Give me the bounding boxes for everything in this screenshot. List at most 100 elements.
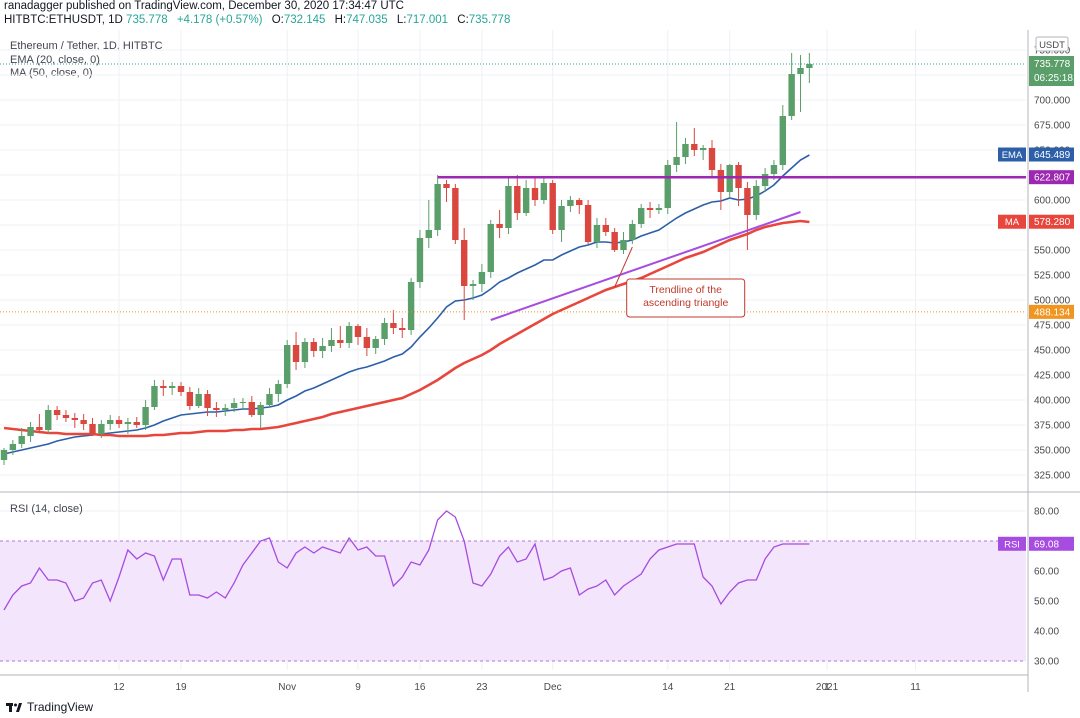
time-tick-label: 12 xyxy=(113,682,125,693)
time-tick-label: 11 xyxy=(910,682,921,693)
candle-body xyxy=(36,427,43,430)
candle-body xyxy=(27,427,34,436)
open-value: 732.145 xyxy=(283,14,326,26)
resistance-label-box xyxy=(1029,170,1074,185)
time-tick-label: 16 xyxy=(414,682,426,693)
tradingview-logo-icon xyxy=(6,703,22,712)
candle-body xyxy=(505,186,512,228)
last-price-box xyxy=(1029,56,1074,86)
candle-body xyxy=(142,407,149,425)
price-tick-label: 500.000 xyxy=(1034,296,1071,307)
candle-body xyxy=(584,205,592,242)
candle-body xyxy=(257,405,264,415)
footer-brand: TradingView xyxy=(27,700,94,714)
time-tick-label: 14 xyxy=(662,682,674,693)
ema-label-tag-text: EMA xyxy=(1002,150,1023,161)
price-tick-label: 400.000 xyxy=(1034,396,1071,407)
axes: 325.000 350.000 375.000 400.000 425.000 450.0… xyxy=(113,36,1074,693)
candle-body xyxy=(177,386,185,392)
low-value: 717.001 xyxy=(406,14,449,26)
candle-body xyxy=(328,340,335,346)
candle-body xyxy=(222,408,229,410)
candle-body xyxy=(461,240,468,286)
candle-body xyxy=(390,323,397,328)
time-tick-label: 19 xyxy=(175,682,187,693)
legend-ema: EMA (20, close, 0) xyxy=(10,53,100,66)
ema-label-box xyxy=(1029,147,1074,162)
candle-body xyxy=(213,408,220,410)
ma-label-box xyxy=(1029,214,1074,229)
time-tick-label: 21 xyxy=(724,682,736,693)
candle-body xyxy=(107,420,114,424)
time-tick-label: Nov xyxy=(278,682,296,693)
candle-body xyxy=(761,174,769,186)
countdown-text: 06:25:18 xyxy=(1034,73,1073,84)
candle-body xyxy=(275,384,282,394)
candle-body xyxy=(239,402,247,403)
price-tick-label: 425.000 xyxy=(1034,371,1071,382)
candle-body xyxy=(602,225,609,232)
candle-body xyxy=(230,403,238,408)
time-tick-label: 9 xyxy=(355,682,361,693)
candle-body xyxy=(664,165,671,208)
candle-body xyxy=(345,326,353,343)
candle-body xyxy=(284,345,291,384)
candles xyxy=(0,53,813,465)
symbol-label: HITBTC:ETHUSDT, 1D xyxy=(4,14,123,26)
candle-body xyxy=(717,170,725,192)
candle-body xyxy=(18,436,25,444)
rsi-tick-label: 80.00 xyxy=(1034,507,1059,518)
candle-body xyxy=(372,339,379,348)
rsi-label-text: 69.08 xyxy=(1034,539,1059,550)
candle-body xyxy=(806,64,813,68)
price-tick-label: 450.000 xyxy=(1034,346,1071,357)
candle-body xyxy=(337,340,344,343)
rsi-label-tag xyxy=(998,536,1026,551)
resistance-label-text: 622.807 xyxy=(1034,173,1071,184)
candle-body xyxy=(204,394,211,408)
last-value: 735.778 xyxy=(126,14,168,26)
candle-body xyxy=(691,144,698,150)
ma-label-tag-text: MA xyxy=(1005,217,1020,228)
price-tick-label: 550.000 xyxy=(1034,246,1071,257)
candle-body xyxy=(98,424,105,434)
candle-body xyxy=(80,420,87,424)
candle-body xyxy=(744,188,751,215)
time-tick-label: 1 xyxy=(824,682,830,693)
annotation-text: Trendline of the xyxy=(649,284,722,296)
candle-body xyxy=(576,200,583,205)
candle-body xyxy=(682,144,689,157)
candle-body xyxy=(779,116,786,165)
candle-body xyxy=(558,206,565,230)
price-tick-label: 350.000 xyxy=(1034,446,1071,457)
unit-label: USDT xyxy=(1039,40,1065,51)
candle-body xyxy=(248,402,255,415)
legend-title: Ethereum / Tether, 1D, HITBTC xyxy=(10,40,163,52)
rsi-line xyxy=(3,510,810,611)
candle-body xyxy=(469,284,477,286)
ascending-trendline xyxy=(490,211,801,321)
low-label: L: xyxy=(396,14,407,26)
annotation-box xyxy=(626,278,746,318)
candle-body xyxy=(567,200,574,206)
price-tick-label: 475.000 xyxy=(1034,321,1071,332)
support-label-text: 488.134 xyxy=(1034,307,1071,318)
candle-body xyxy=(89,424,96,434)
price-tick-label: 525.000 xyxy=(1034,271,1071,282)
candle-body xyxy=(611,232,618,250)
candle-body xyxy=(673,157,680,165)
candle-body xyxy=(593,225,601,242)
candle-body xyxy=(186,392,194,406)
candle-body xyxy=(452,188,459,240)
candle-body xyxy=(531,188,539,200)
open-label: O: xyxy=(271,14,284,26)
publish-info: ranadagger published on TradingView.com,… xyxy=(4,0,404,12)
candle-body xyxy=(168,386,176,388)
candle-body xyxy=(53,410,61,415)
candle-body xyxy=(354,326,362,337)
candle-body xyxy=(646,208,654,210)
ema-label-tag xyxy=(998,147,1026,162)
candle-body xyxy=(487,224,494,272)
rsi-tick-label: 60.00 xyxy=(1034,567,1059,578)
